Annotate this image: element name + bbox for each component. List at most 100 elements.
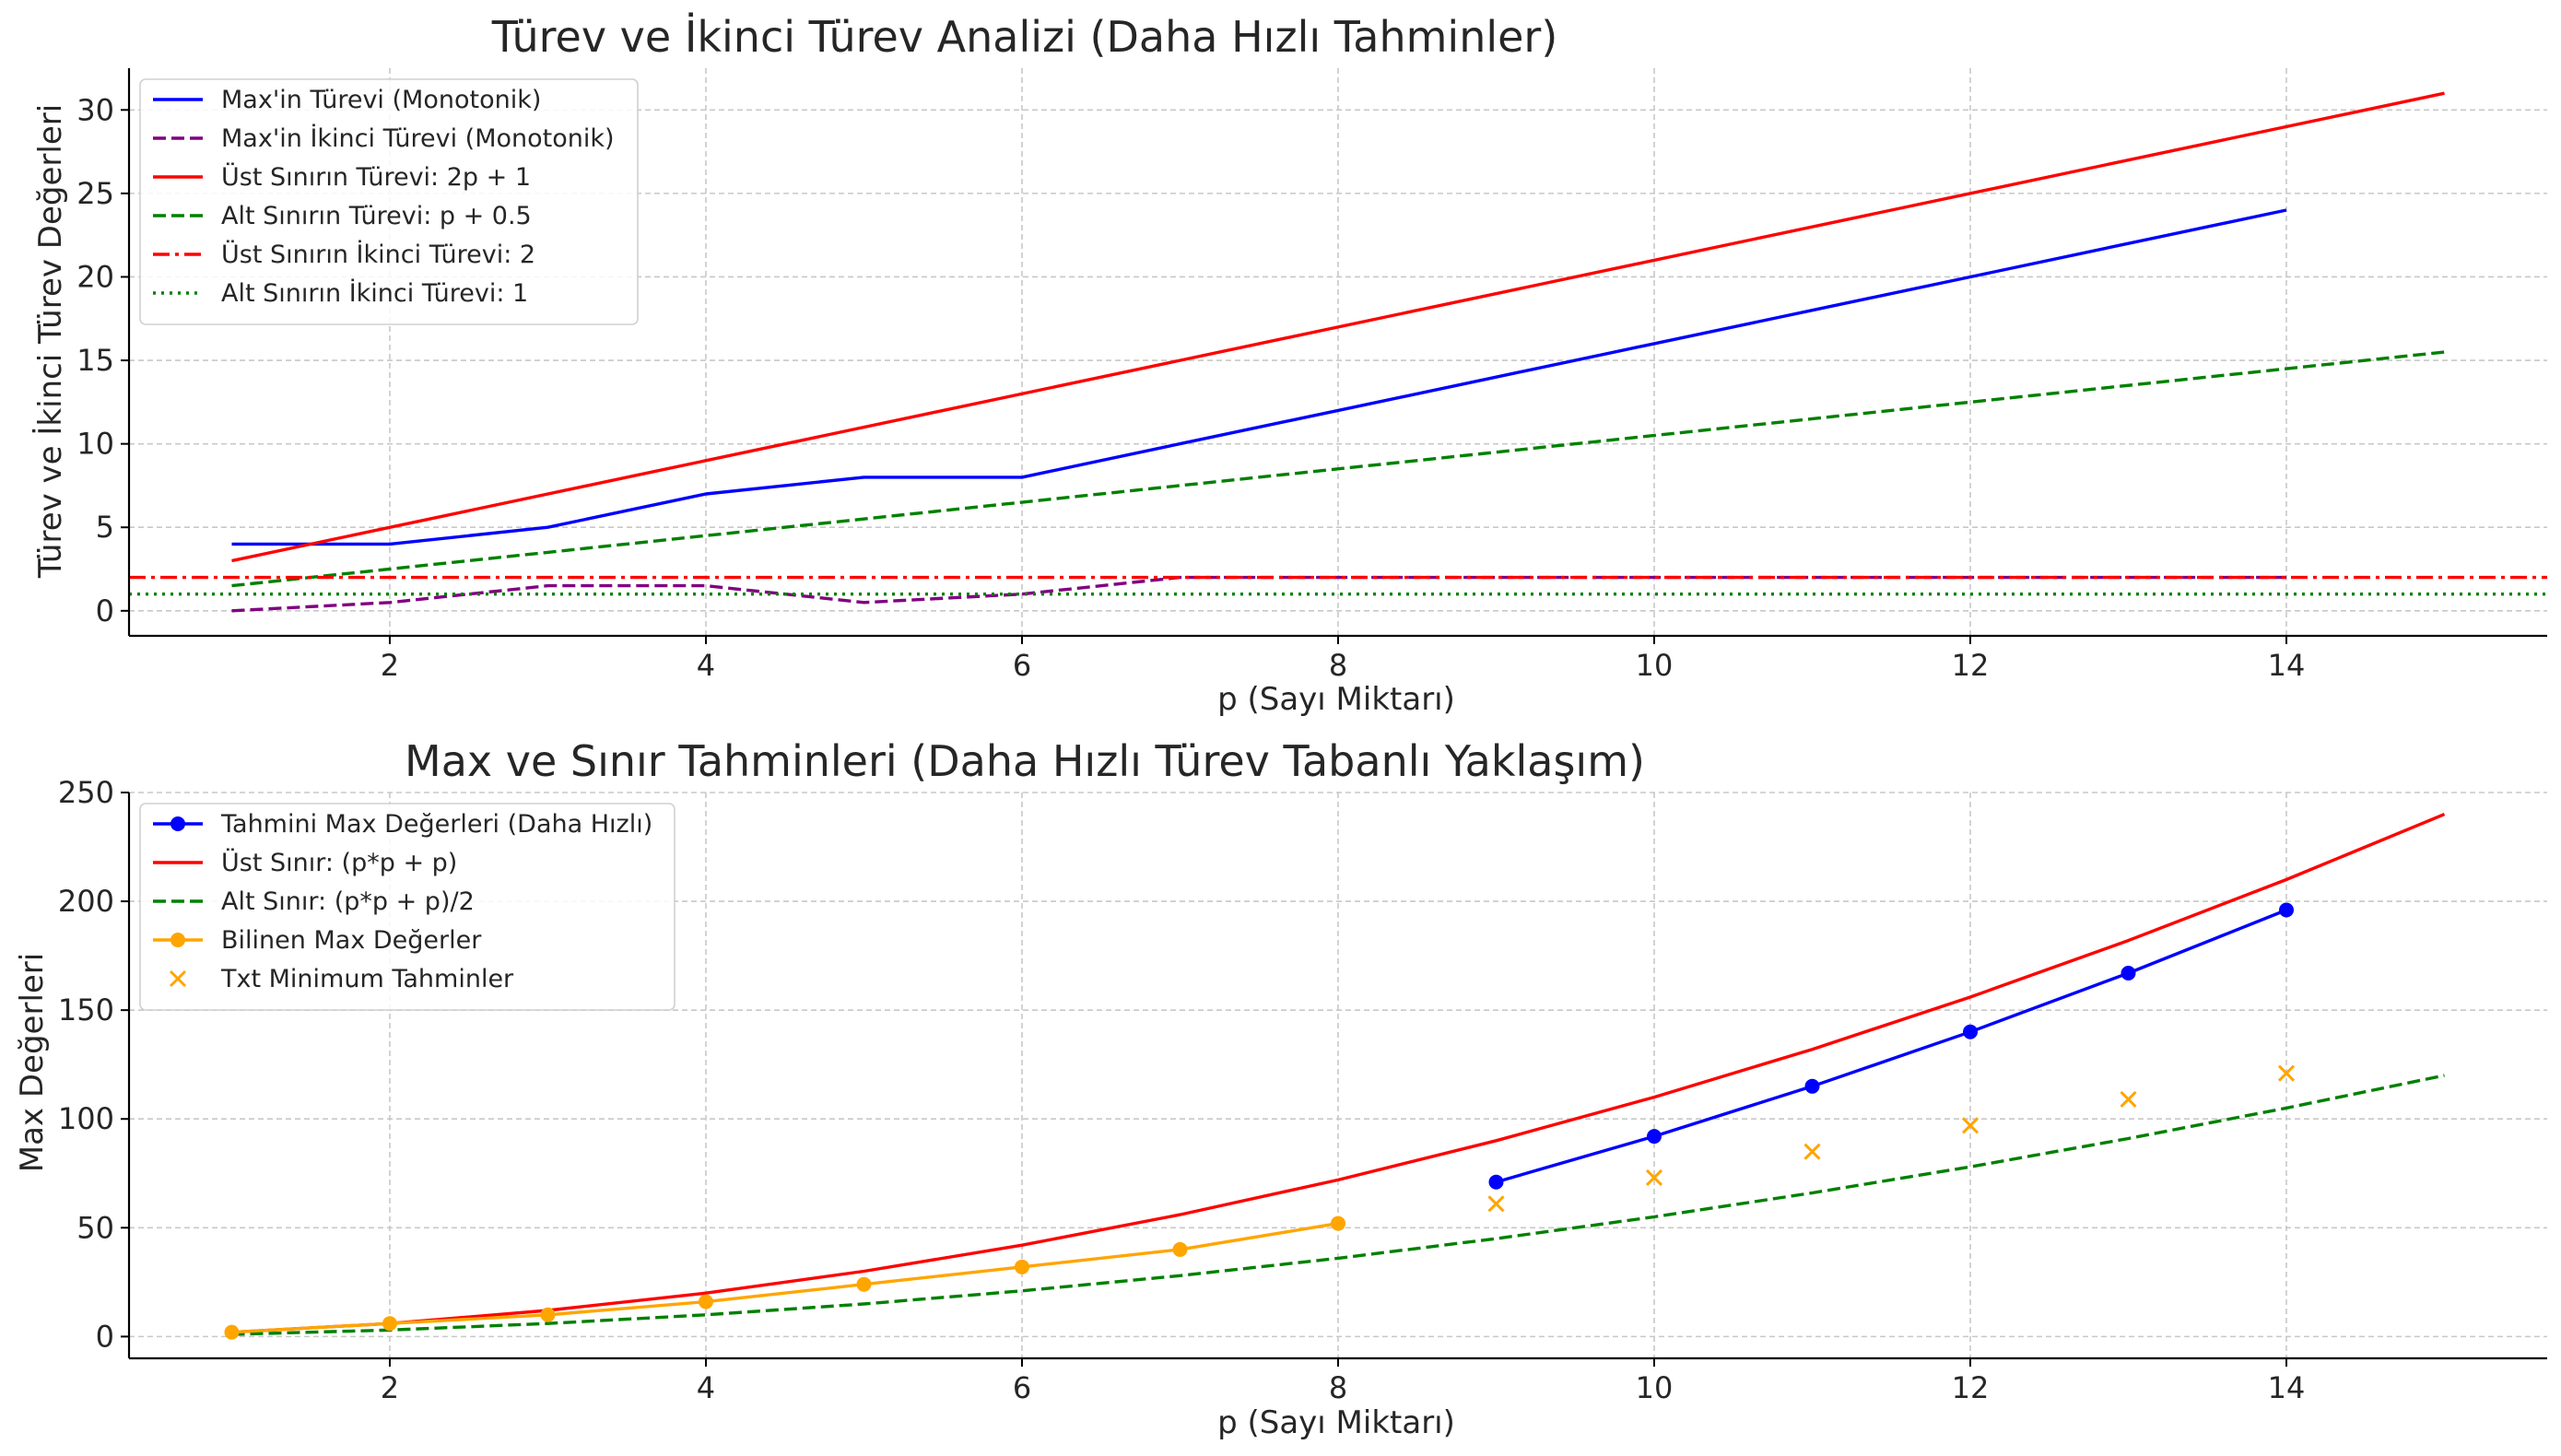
legend-label: Max'in Türevi (Monotonik) <box>221 86 541 114</box>
x-axis-label: p (Sayı Miktarı) <box>1217 1404 1455 1441</box>
series-line <box>231 350 2445 588</box>
series-line <box>231 575 2286 613</box>
y-tick-label: 30 <box>76 92 114 127</box>
legend-item-alt-sinirin-turevi-p-0-5: Alt Sınırın Türevi: p + 0.5 <box>153 202 532 230</box>
x-tick-label: 8 <box>1329 648 1347 683</box>
tick-labels: 2 4 6 8 10 12 14 0 5 10 15 20 25 30 <box>76 92 2305 683</box>
y-tick-label: 5 <box>96 510 114 545</box>
x-tick-label: 4 <box>697 648 715 683</box>
y-tick-label: 10 <box>76 427 114 462</box>
y-axis-label: Türev ve İkinci Türev Değerleri <box>32 104 69 579</box>
data-point <box>1014 1259 1029 1274</box>
legend-label: Üst Sınır: (p*p + p) <box>221 848 457 877</box>
series-txt-minimum-tahminler <box>1487 1064 2296 1213</box>
legend-label: Tahmini Max Değerleri (Daha Hızlı) <box>220 810 652 839</box>
legend-item-ust-sinirin-ikinci-turevi-2: Üst Sınırın İkinci Türevi: 2 <box>153 240 535 269</box>
legend-label: Üst Sınırın Türevi: 2p + 1 <box>221 162 531 192</box>
x-tick-label: 14 <box>2268 1370 2306 1405</box>
series-line <box>1496 908 2287 1184</box>
legend-marker <box>170 816 185 831</box>
data-point <box>540 1307 556 1322</box>
series-bilinen-max-degerler <box>224 1215 1345 1340</box>
series-alt-sinirin-turevi-p-0-5 <box>231 350 2445 588</box>
x-axis-label: p (Sayı Miktarı) <box>1217 681 1455 718</box>
data-point <box>1963 1024 1979 1039</box>
data-point <box>1647 1129 1662 1145</box>
legend-frame <box>139 78 639 325</box>
legend: Max'in Türevi (Monotonik) Max'in İkinci T… <box>139 78 639 325</box>
x-marker-point <box>1961 1117 1979 1134</box>
legend-item-max-in-turevi-monotonik: Max'in Türevi (Monotonik) <box>153 86 541 114</box>
data-point <box>2120 966 2136 981</box>
data-point <box>1804 1078 1820 1094</box>
series-ust-sinirin-turevi-2p-1 <box>231 91 2445 563</box>
chart-max-bounds: Max ve Sınır Tahminleri (Daha Hızlı Türe… <box>14 736 2547 1441</box>
series-ust-sinir-p-p-p <box>231 813 2446 1334</box>
x-tick-label: 6 <box>1013 1370 1031 1405</box>
x-tick-label: 4 <box>697 1370 715 1405</box>
x-tick-label: 10 <box>1636 1370 1674 1405</box>
data-point <box>224 1324 240 1340</box>
x-marker-point <box>1803 1143 1821 1160</box>
y-tick-label: 100 <box>58 1101 114 1136</box>
tick-labels: 2 4 6 8 10 12 14 0 50 100 150 200 250 <box>58 775 2305 1405</box>
y-tick-label: 0 <box>96 1319 114 1354</box>
series-group <box>224 813 2446 1340</box>
x-tick-label: 14 <box>2268 648 2306 683</box>
legend-label: Txt Minimum Tahminler <box>220 965 514 993</box>
legend-item-tahmini-max-degerleri-daha-hizli: Tahmini Max Değerleri (Daha Hızlı) <box>153 810 652 839</box>
x-tick-label: 10 <box>1636 648 1674 683</box>
data-point <box>1488 1174 1504 1190</box>
legend-item-ust-sinir-p-p-p: Üst Sınır: (p*p + p) <box>153 848 457 877</box>
axes <box>121 68 2547 644</box>
legend-item-max-in-ikinci-turevi-monotonik: Max'in İkinci Türevi (Monotonik) <box>153 123 615 153</box>
legend-label: Bilinen Max Değerler <box>221 926 482 955</box>
legend-item-alt-sinir-p-p-p-2: Alt Sınır: (p*p + p)/2 <box>153 887 475 916</box>
series-line <box>231 1074 2445 1336</box>
data-point <box>1172 1241 1188 1257</box>
legend-marker <box>169 969 187 988</box>
legend-label: Üst Sınırın İkinci Türevi: 2 <box>221 240 535 269</box>
y-tick-label: 150 <box>58 992 114 1027</box>
legend-label: Alt Sınırın İkinci Türevi: 1 <box>221 278 528 308</box>
x-marker-point <box>1645 1168 1663 1187</box>
axes <box>121 792 2547 1367</box>
y-tick-label: 50 <box>76 1210 114 1245</box>
x-marker-point <box>2277 1064 2296 1082</box>
series-line <box>231 1221 1339 1334</box>
legend-label: Max'in İkinci Türevi (Monotonik) <box>221 123 615 153</box>
series-line <box>231 208 2287 546</box>
data-point <box>1331 1215 1345 1231</box>
grid <box>129 68 2547 636</box>
legend: Tahmini Max Değerleri (Daha Hızlı) Üst Sı… <box>139 803 675 1011</box>
y-tick-label: 15 <box>76 343 114 378</box>
legend-item-txt-minimum-tahminler: Txt Minimum Tahminler <box>169 965 514 993</box>
x-tick-label: 12 <box>1952 648 1990 683</box>
data-point <box>2279 902 2295 918</box>
y-tick-label: 200 <box>58 884 114 919</box>
series-max-in-turevi-monotonik <box>231 208 2287 546</box>
legend-label: Alt Sınırın Türevi: p + 0.5 <box>221 202 532 230</box>
y-tick-label: 25 <box>76 176 114 211</box>
x-tick-label: 2 <box>381 1370 399 1405</box>
series-line <box>231 91 2445 563</box>
y-tick-label: 20 <box>76 259 114 294</box>
series-group <box>129 91 2547 613</box>
legend-item-bilinen-max-degerler: Bilinen Max Değerler <box>153 926 482 955</box>
x-tick-label: 12 <box>1952 1370 1990 1405</box>
legend-marker <box>170 933 185 947</box>
data-point <box>856 1276 872 1292</box>
y-tick-label: 0 <box>96 593 114 628</box>
x-tick-label: 6 <box>1013 648 1031 683</box>
series-alt-sinir-p-p-p-2 <box>231 1074 2445 1336</box>
legend-frame <box>139 803 675 1011</box>
x-tick-label: 8 <box>1329 1370 1347 1405</box>
chart-title: Türev ve İkinci Türev Analizi (Daha Hızl… <box>491 12 1558 62</box>
x-tick-label: 2 <box>381 648 399 683</box>
series-line <box>231 813 2446 1334</box>
series-max-in-ikinci-turevi-monotonik <box>231 575 2286 613</box>
x-marker-point <box>2120 1090 2137 1109</box>
series-tahmini-max-degerleri-daha-hizli <box>1488 902 2295 1190</box>
chart-title: Max ve Sınır Tahminleri (Daha Hızlı Türe… <box>405 736 1645 786</box>
